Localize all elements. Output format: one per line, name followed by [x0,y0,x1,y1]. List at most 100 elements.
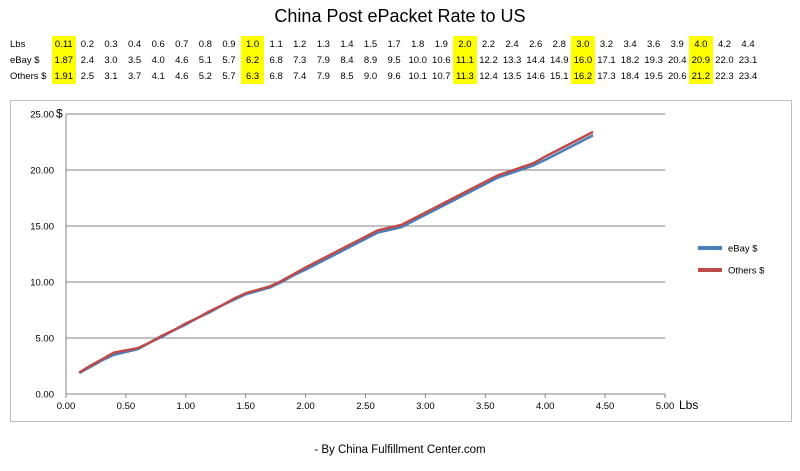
rate-cell: 22.0 [715,54,734,66]
rate-cell: 10.0 [408,54,427,66]
x-tick-label: 3.00 [416,401,435,412]
rate-row-lbs: Lbs 0.11 0.2 0.3 0.4 0.6 0.7 0.8 0.9 1.0 1.1 1.2 1.3… [10,36,760,52]
row-label: eBay $ [10,54,40,66]
rate-cell: 7.4 [293,70,307,82]
rate-cell: 12.4 [479,70,498,82]
rate-cell: 20.6 [667,70,687,82]
rate-cell: 21.2 [689,68,713,84]
rate-cell: 1.9 [434,38,448,50]
rate-cell: 13.3 [502,54,522,66]
rate-cell: 5.2 [198,70,212,82]
rate-cell: 0.3 [104,38,118,50]
rate-cell: 14.4 [526,54,545,66]
rate-cell: 0.9 [222,38,236,50]
rate-cell: 0.2 [80,38,94,50]
rate-cell: 0.7 [175,38,189,50]
rate-cell: 9.5 [387,54,401,66]
rate-cell: 6.2 [240,52,265,68]
rate-cell: 1.5 [363,38,378,50]
rate-row-ebay: eBay $ 1.87 2.4 3.0 3.5 4.0 4.6 5.1 5.7 6.2 6.8 7.3… [10,52,760,68]
rate-cell: 19.5 [644,70,663,82]
rate-cell: 3.6 [647,38,661,50]
rate-cell: 4.4 [741,38,755,50]
y-tick-label: 10.00 [30,278,54,289]
rate-cell: 9.0 [363,70,378,82]
rate-row-others: Others $ 1.91 2.5 3.1 3.7 4.1 4.6 5.2 5.7 6.3 6.8 7… [10,68,760,84]
rate-cell: 0.6 [151,38,165,50]
rate-cell: 6.3 [240,68,265,84]
x-tick-label: 5.00 [656,401,675,412]
rate-cell: 16.0 [571,52,595,68]
rate-cell: 19.3 [644,54,663,66]
rate-cell: 1.8 [411,38,425,50]
row-label: Lbs [10,38,26,50]
rate-cell: 4.0 [151,54,165,66]
rate-cell: 1.2 [293,38,307,50]
series-line-ebay [78,134,594,375]
rate-cell: 23.4 [738,70,758,82]
rate-cell: 1.1 [269,38,283,50]
rate-cell: 3.7 [127,70,142,82]
rate-cell: 3.9 [670,38,684,50]
rate-cell: 3.5 [127,54,142,66]
rate-cell: 22.3 [715,70,734,82]
rate-cell: 14.6 [526,70,545,82]
y-tick-label: 15.00 [30,222,54,233]
rate-cell: 4.0 [689,36,713,52]
rate-cell: 1.3 [316,38,330,50]
x-tick-label: 3.50 [476,401,495,412]
y-tick-label: 0.00 [36,390,55,401]
rate-cell: 20.9 [689,52,713,68]
rate-cell: 11.1 [453,52,477,68]
y-axis-label: $ [56,107,63,121]
rate-cell: 0.4 [127,38,142,50]
rate-cell: 8.4 [340,54,354,66]
rate-table: Lbs 0.11 0.2 0.3 0.4 0.6 0.7 0.8 0.9 1.0 1.1 1.2 1.3… [10,36,760,84]
y-tick-label: 25.00 [30,110,54,121]
rate-cell: 2.5 [80,70,94,82]
rate-cell: 3.4 [623,38,637,50]
rate-cell: 5.7 [222,54,236,66]
rate-cell: 13.5 [502,70,522,82]
series-line-others [78,130,594,374]
rate-cell: 15.1 [550,70,569,82]
rate-cell: 4.6 [175,54,189,66]
rate-cell: 0.11 [52,36,76,52]
x-tick-label: 1.50 [236,401,255,412]
rate-cell: 7.9 [316,70,330,82]
x-tick-label: 4.50 [596,401,615,412]
y-tick-label: 5.00 [36,334,55,345]
x-tick-label: 0.50 [117,401,136,412]
rate-cell: 2.8 [552,38,566,50]
rate-cell: 10.1 [408,70,427,82]
rate-cell: 8.9 [363,54,378,66]
rate-cell: 5.7 [222,70,236,82]
rate-cell: 1.87 [52,52,76,68]
line-chart: 0.00 5.00 10.00 15.00 20.00 25.00 $0.00 0.50 1.0… [30,107,765,413]
rate-cell: 2.0 [453,36,477,52]
rate-cell: 17.3 [597,70,616,82]
rate-cell: 3.1 [104,70,118,82]
rate-cell: 3.0 [104,54,118,66]
rate-cell: 2.6 [529,38,543,50]
x-tick-label: 0.00 [57,401,76,412]
rate-cell: 1.4 [340,38,354,50]
rate-cell: 18.4 [620,70,640,82]
rate-cell: 5.1 [198,54,212,66]
rate-cell: 10.6 [432,54,451,66]
x-tick-label: 4.00 [536,401,555,412]
rate-cell: 7.9 [316,54,330,66]
rate-cell: 10.7 [432,70,451,82]
row-label: Others $ [10,70,47,82]
rate-cell: 4.1 [151,70,165,82]
rate-cell: 1.91 [52,68,76,84]
rate-cell: 2.4 [505,38,519,50]
rate-cell: 7.3 [293,54,307,66]
rate-cell: 6.8 [269,54,283,66]
y-tick-label: 20.00 [30,166,54,177]
legend-label: Others $ [728,266,765,277]
rate-cell: 4.2 [717,38,732,50]
rate-cell: 3.0 [571,36,595,52]
rate-cell: 6.8 [269,70,283,82]
chart-frame [10,100,792,422]
